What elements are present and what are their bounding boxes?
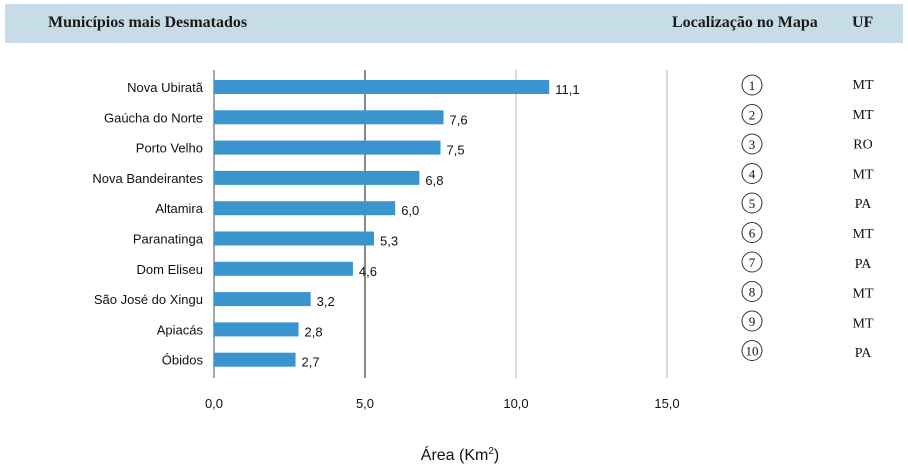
- location-number: 7: [749, 255, 756, 270]
- header-location-label: Localização no Mapa: [672, 14, 818, 31]
- category-label: Gaúcha do Norte: [104, 110, 203, 125]
- labels: 0,0 5,0 10,0 15,0 Nova Ubiratã 11,1 Gaúcha do …: [92, 80, 679, 411]
- uf-label: RO: [853, 138, 872, 153]
- bar: [214, 322, 299, 337]
- uf-label: MT: [853, 287, 874, 302]
- location-circle: [741, 251, 763, 273]
- bar: [214, 261, 353, 276]
- uf-label: PA: [855, 257, 873, 272]
- bar: [214, 110, 444, 125]
- location-circle: [741, 222, 763, 243]
- bar: [214, 231, 375, 246]
- bar: [214, 140, 441, 155]
- uf-label: MT: [853, 167, 874, 182]
- category-label: Nova Ubiratã: [127, 80, 204, 95]
- bar: [214, 170, 420, 185]
- location-circle: [741, 133, 763, 155]
- location-number: 3: [749, 137, 756, 152]
- location-number: 8: [749, 285, 756, 300]
- value-label: 3,2: [317, 294, 335, 309]
- category-label: São José do Xingu: [94, 292, 203, 307]
- header-uf-label: UF: [852, 14, 874, 31]
- category-label: Paranatinga: [133, 232, 204, 247]
- map-location-column: 1 MT 2 MT 3 RO 4 MT 5 PA 6 MT 7 PA 8 MT 9 MT 10 PA: [741, 74, 874, 361]
- uf-label: MT: [853, 78, 874, 93]
- uf-label: MT: [853, 316, 874, 331]
- location-number: 5: [749, 196, 756, 211]
- location-circle: [741, 104, 763, 125]
- bar: [214, 352, 296, 367]
- location-number: 6: [749, 226, 756, 241]
- category-label: Nova Bandeirantes: [92, 171, 203, 186]
- x-axis-title: Área (Km2): [421, 445, 499, 464]
- header-bar: [5, 4, 903, 43]
- bar: [214, 201, 396, 216]
- uf-label: MT: [853, 227, 874, 242]
- location-circle: [741, 310, 763, 332]
- category-label: Apiacás: [157, 322, 204, 337]
- x-tick-label: 5,0: [356, 396, 374, 411]
- location-number: 9: [749, 314, 756, 329]
- location-circle: [741, 192, 763, 214]
- category-label: Dom Eliseu: [137, 262, 203, 277]
- location-circle: [741, 281, 763, 302]
- bars: [214, 80, 550, 367]
- location-circle: [741, 163, 763, 184]
- bar: [214, 80, 550, 94]
- location-number: 2: [749, 108, 756, 123]
- value-label: 6,0: [401, 203, 419, 218]
- category-label: Porto Velho: [136, 141, 203, 156]
- value-label: 6,8: [425, 173, 443, 188]
- x-tick-label: 10,0: [503, 396, 528, 411]
- value-label: 7,6: [450, 112, 468, 127]
- value-label: 7,5: [447, 143, 465, 158]
- bar: [214, 292, 311, 307]
- location-circle: [741, 74, 763, 96]
- category-label: Altamira: [155, 201, 203, 216]
- uf-label: PA: [855, 346, 873, 361]
- location-circle: [741, 340, 763, 361]
- value-label: 2,7: [302, 355, 320, 370]
- x-tick-label: 15,0: [654, 396, 679, 411]
- uf-label: MT: [853, 108, 874, 123]
- header-title: Municípios mais Desmatados: [48, 14, 248, 31]
- location-number: 1: [749, 78, 756, 93]
- value-label: 2,8: [305, 324, 323, 339]
- x-tick-label: 0,0: [205, 396, 223, 411]
- value-label: 4,6: [359, 264, 377, 279]
- uf-label: PA: [855, 197, 873, 212]
- value-label: 11,1: [555, 82, 579, 97]
- value-label: 5,3: [380, 234, 398, 249]
- category-label: Óbidos: [162, 353, 204, 368]
- location-number: 10: [746, 344, 759, 359]
- location-number: 4: [749, 167, 756, 182]
